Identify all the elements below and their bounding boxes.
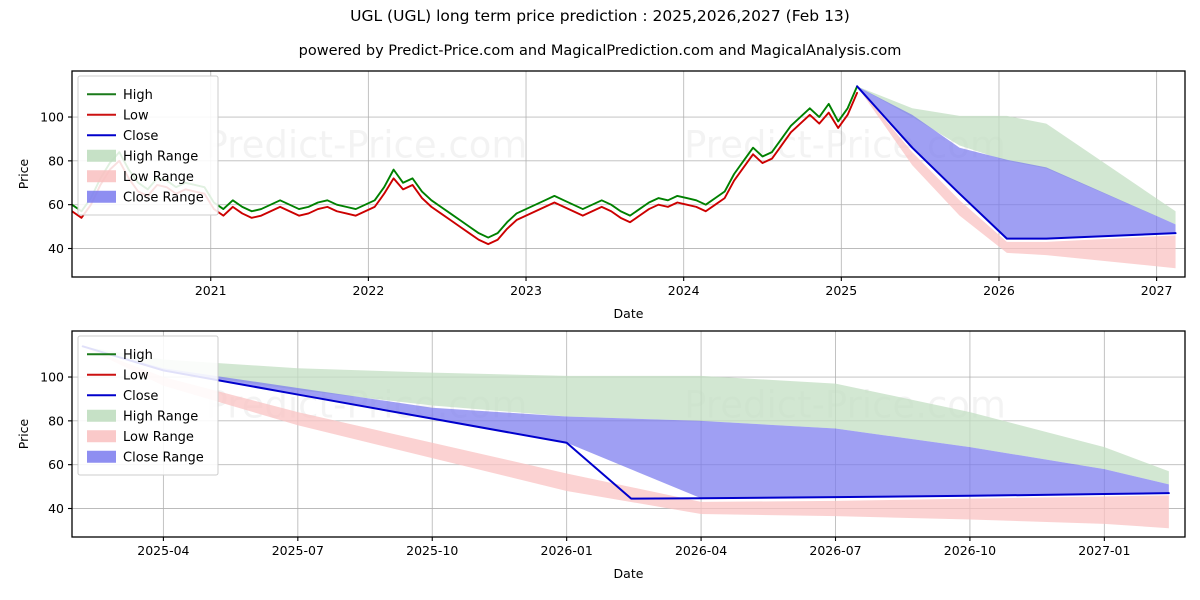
band-close-range [857,86,1176,239]
plot-frame [71,70,1186,278]
y-axis-label: Price [16,418,31,449]
watermark-text: Predict-Price.com [206,124,528,167]
y-tick-label: 100 [40,110,64,125]
y-tick-label: 100 [40,370,64,385]
y-tick-label: 80 [48,153,64,168]
legend-label: Low Range [123,170,194,185]
y-axis-label: Price [16,158,31,189]
x-tick-label: 2026 [983,283,1015,298]
x-tick-label: 2023 [510,283,542,298]
x-tick-label: 2026-10 [944,543,996,558]
legend-label: Close Range [123,190,204,205]
x-tick-label: 2025 [825,283,857,298]
legend-label: High Range [123,409,198,424]
band-close-range [82,346,1169,499]
legend: High Low Close High Range Low Range Close Ran… [77,335,219,476]
legend-swatch-patch [87,190,116,203]
legend-swatch-patch [87,170,116,183]
legend-label: High [123,88,153,103]
x-tick-label: 2027-01 [1078,543,1130,558]
bottom-chart: Predict-Price.comPredict-Price.com406080… [16,330,1186,581]
x-axis-label: Date [614,306,644,321]
x-tick-label: 2025-10 [406,543,458,558]
plot-frame [71,330,1186,538]
legend-label: Low [123,108,149,123]
y-tick-label: 60 [48,197,64,212]
legend: High Low Close High Range Low Range Close Ran… [77,75,219,216]
legend-swatch-patch [87,450,116,463]
x-tick-label: 2025-07 [272,543,324,558]
band-low-range [857,86,1176,269]
legend-label: Close Range [123,450,204,465]
x-tick-label: 2021 [195,283,227,298]
band-high-range [82,346,1169,485]
x-axis-label: Date [614,566,644,581]
legend-swatch-patch [87,430,116,443]
y-tick-label: 40 [48,241,64,256]
x-tick-label: 2026-04 [675,543,727,558]
legend-swatch-patch [87,149,116,162]
x-tick-label: 2027 [1141,283,1173,298]
legend-label: Low [123,368,149,383]
y-tick-label: 60 [48,457,64,472]
x-tick-label: 2022 [352,283,384,298]
x-tick-label: 2026-07 [809,543,861,558]
y-tick-label: 40 [48,501,64,516]
top-chart: Predict-Price.comPredict-Price.com406080… [16,70,1186,321]
x-tick-label: 2026-01 [541,543,593,558]
legend-label: High Range [123,149,198,164]
x-tick-label: 2025-04 [137,543,189,558]
legend-swatch-patch [87,409,116,422]
band-low-range [82,346,1169,529]
legend-label: Close [123,389,158,404]
series-line-close [856,85,1177,240]
legend-label: High [123,348,153,363]
y-tick-label: 80 [48,413,64,428]
legend-label: Low Range [123,430,194,445]
legend-label: Close [123,129,158,144]
series-line-close [81,345,1170,500]
page-subtitle: powered by Predict-Price.com and Magical… [298,43,902,59]
x-tick-label: 2024 [668,283,700,298]
page-title: UGL (UGL) long term price prediction : 2… [350,7,850,25]
